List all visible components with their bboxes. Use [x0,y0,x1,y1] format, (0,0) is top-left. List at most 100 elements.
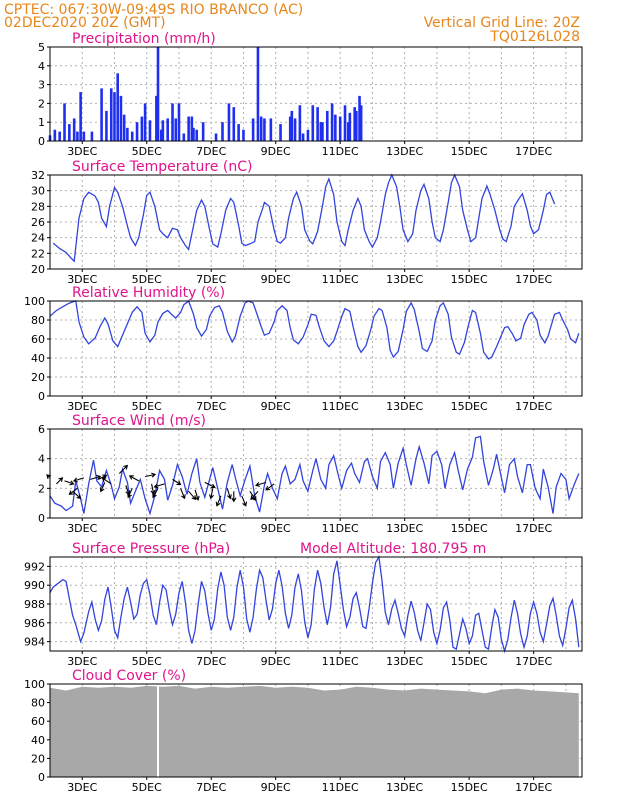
precip-bar [232,107,236,141]
precip-bar [53,129,57,141]
wind-arrow [172,478,182,485]
precip-bar [126,127,129,141]
x-tick-label: 11DEC [322,273,359,286]
precip-bar [355,110,358,141]
y-tick-label: 6 [38,423,45,436]
panel-frame [49,683,583,778]
precip-bar [311,105,315,141]
x-tick-label: 11DEC [322,781,359,794]
y-tick-label: 986 [24,617,45,630]
y-tick-label: 20 [31,263,45,276]
x-tick-label: 7DEC [196,273,226,286]
x-tick-label: 11DEC [322,145,359,158]
wind-arrow [250,490,259,501]
precip-bar [182,133,186,141]
precip-bar [58,131,61,141]
x-tick-label: 13DEC [386,655,423,668]
precip-bar [259,116,263,141]
precip-bar [113,92,116,141]
precip-bar [201,122,205,141]
precip-bar [166,118,169,141]
series-line [49,555,580,654]
wind-arrow [208,488,215,500]
precip-bar [195,129,199,141]
wind-arrow [144,472,157,478]
precip-bar [116,73,120,141]
x-tick-label: 5DEC [132,400,162,413]
wind-arrow [68,487,78,495]
precip-bar [130,131,134,141]
x-tick-label: 13DEC [386,273,423,286]
precip-bar [90,131,94,141]
wind-arrow [180,488,186,500]
x-tick-label: 7DEC [196,781,226,794]
precip-bar [227,103,231,141]
x-tick-label: 17DEC [515,400,552,413]
precip-bar [156,47,160,141]
precip-bar [76,131,79,141]
wind-arrow [128,475,139,482]
x-tick-label: 9DEC [261,522,291,535]
x-tick-label: 5DEC [132,145,162,158]
x-tick-label: 15DEC [451,273,488,286]
x-tick-label: 5DEC [132,655,162,668]
x-tick-label: 9DEC [261,273,291,286]
y-tick-label: 0 [38,135,45,148]
y-tick-label: 1 [38,116,45,129]
header-grid-line: Vertical Grid Line: 20Z [423,15,580,31]
panel-title: Surface Temperature (nC) [72,159,253,175]
y-tick-label: 0 [38,512,45,525]
y-tick-label: 80 [31,697,45,710]
wind-arrow [56,477,64,485]
precip-bar [122,114,126,141]
y-tick-label: 5 [38,41,45,54]
precip-bar [334,114,337,141]
x-tick-label: 11DEC [322,400,359,413]
panel-title: Precipitation (mm/h) [72,31,216,47]
precip-bar [63,103,66,141]
panel-title: Surface Wind (m/s) [72,413,206,429]
precip-bar [290,110,294,141]
wind-arrow [188,490,197,501]
y-tick-label: 4 [38,60,45,73]
precip-bar [321,122,324,141]
precip-bar [109,88,113,141]
y-tick-label: 988 [24,598,45,611]
cloud-cover-area [50,685,579,777]
precip-bar [319,122,323,141]
wind-arrow [150,483,156,495]
wind-arrow [241,495,248,507]
x-tick-label: 17DEC [515,522,552,535]
y-tick-label: 60 [31,715,45,728]
y-tick-label: 100 [24,678,45,691]
panel-title: Relative Humidity (%) [72,285,225,301]
x-tick-label: 5DEC [132,273,162,286]
y-tick-label: 32 [31,169,45,182]
precip-bar [306,129,310,141]
precip-bar [263,118,266,141]
wind-arrow [72,477,85,483]
wind-arrow [118,464,129,474]
x-tick-label: 9DEC [261,400,291,413]
y-tick-label: 30 [31,185,45,198]
precip-bar [119,95,123,141]
x-tick-label: 9DEC [261,655,291,668]
precip-bar [237,124,240,141]
panel-title: Cloud Cover (%) [72,668,186,684]
x-tick-label: 13DEC [386,145,423,158]
series-line [49,299,580,360]
precip-bar [161,120,165,141]
x-tick-label: 15DEC [451,655,488,668]
precip-bar [269,118,273,141]
x-tick-label: 7DEC [196,145,226,158]
precip-bar [159,129,163,141]
wind-arrow [249,490,257,502]
x-tick-label: 17DEC [515,145,552,158]
y-tick-label: 20 [31,752,45,765]
model-altitude-label: Model Altitude: 180.795 m [300,541,486,557]
x-tick-label: 5DEC [132,781,162,794]
y-tick-label: 0 [38,390,45,403]
panel-title: Surface Pressure (hPa) [72,541,230,557]
x-tick-label: 7DEC [196,400,226,413]
x-tick-label: 13DEC [386,522,423,535]
